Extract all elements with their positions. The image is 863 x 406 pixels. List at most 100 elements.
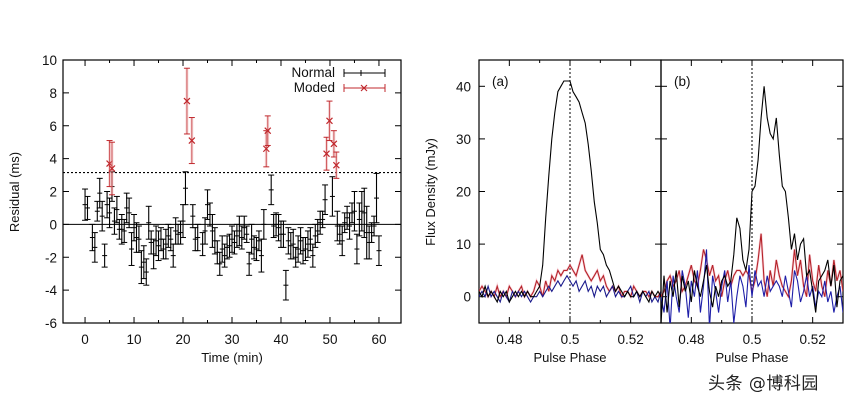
- data-point: [167, 227, 174, 252]
- data-point: [330, 130, 338, 158]
- data-point: [329, 176, 336, 217]
- x-tick-label: 0.5: [561, 332, 580, 347]
- data-point: [121, 218, 128, 243]
- legend-marker-moded: [360, 84, 368, 92]
- data-point: [332, 151, 340, 179]
- data-point: [243, 225, 250, 243]
- cross-marker: [188, 137, 196, 144]
- data-point: [226, 233, 233, 258]
- legend: Normal Moded: [291, 65, 386, 95]
- x-tick-label: 20: [175, 332, 190, 347]
- data-point: [326, 100, 333, 142]
- right-y-axis-label: Flux Density (mJy): [423, 138, 438, 246]
- data-point: [375, 235, 382, 266]
- left-reference-lines: [63, 172, 401, 225]
- panel-a-frame: [478, 59, 662, 324]
- y-tick-label: 40: [456, 79, 471, 94]
- panel-b-x-axis-label: Pulse Phase: [716, 350, 789, 365]
- left-axis-ticks: 0 10 20 30 40 50 60 -6 -4 -2 0 2 4 6 8 10: [42, 53, 401, 347]
- panel-a-label: (a): [492, 74, 509, 89]
- data-point: [188, 117, 196, 165]
- data-point: [312, 223, 319, 248]
- cross-marker: [332, 161, 340, 169]
- cross-marker: [264, 127, 272, 135]
- x-tick-label: 0.5: [743, 332, 762, 347]
- residual-plot: 0 10 20 30 40 50 60 -6 -4 -2 0 2 4 6 8 10 Time (min) Re…: [7, 53, 402, 365]
- legend-label-moded: Moded: [294, 80, 335, 95]
- pulse-profile-plots: 0.48 0.5 0.52 0 10 20 30 40 (a) Pulse Phase 0.4…: [423, 59, 844, 365]
- data-point: [361, 187, 368, 239]
- data-point: [351, 191, 358, 232]
- data-point: [162, 228, 169, 260]
- y-tick-label: 0: [49, 217, 57, 232]
- y-tick-label: 8: [49, 86, 57, 101]
- series-black-line: [479, 80, 661, 304]
- data-point: [82, 188, 89, 221]
- panel-b: 0.48 0.5 0.52 (b) Pulse Phase: [660, 59, 844, 365]
- y-tick-label: 0: [463, 290, 471, 305]
- panel-a: 0.48 0.5 0.52 0 10 20 30 40 (a) Pulse Phase: [456, 59, 662, 365]
- x-tick-label: 10: [127, 332, 142, 347]
- cross-marker: [183, 97, 191, 105]
- data-point: [251, 235, 258, 260]
- panel-a-x-axis-label: Pulse Phase: [534, 350, 607, 365]
- y-tick-label: -4: [45, 283, 57, 298]
- data-point: [91, 232, 98, 263]
- data-point: [309, 243, 316, 268]
- data-point: [280, 220, 287, 248]
- data-point: [143, 258, 150, 286]
- y-tick-label: 2: [49, 185, 57, 200]
- data-point: [99, 200, 106, 232]
- y-tick-label: -6: [45, 316, 57, 331]
- panel-a-ticks: 0.48 0.5 0.52 0 10 20 30 40: [456, 60, 661, 347]
- left-x-axis-label: Time (min): [201, 350, 263, 365]
- series-normal: [82, 171, 382, 301]
- panel-b-ticks: 0.48 0.5 0.52: [661, 60, 843, 347]
- panel-a-lines: [479, 60, 661, 323]
- series-blue-line: [661, 249, 843, 323]
- data-point: [194, 223, 201, 252]
- left-y-axis-label: Residual (ms): [7, 152, 22, 232]
- x-tick-label: 0.48: [496, 332, 522, 347]
- cross-marker: [326, 117, 333, 125]
- data-point: [264, 115, 272, 146]
- data-point: [255, 230, 262, 252]
- data-point: [101, 243, 108, 268]
- data-point: [353, 233, 360, 265]
- x-tick-label: 0.52: [800, 332, 826, 347]
- data-point: [282, 269, 289, 301]
- left-data-points: [82, 67, 382, 301]
- data-point: [339, 225, 346, 257]
- y-tick-label: 10: [42, 53, 57, 68]
- data-point: [297, 227, 304, 255]
- y-tick-label: 10: [456, 237, 471, 252]
- data-point: [182, 171, 189, 206]
- data-point: [275, 214, 282, 242]
- data-point: [183, 67, 191, 135]
- series-moded: [106, 67, 340, 196]
- y-tick-label: 30: [456, 132, 471, 147]
- cross-marker: [330, 140, 338, 148]
- x-tick-label: 50: [322, 332, 337, 347]
- x-tick-label: 60: [371, 332, 386, 347]
- y-tick-label: 6: [49, 119, 57, 134]
- data-point: [273, 212, 280, 237]
- x-tick-label: 30: [224, 332, 239, 347]
- data-point: [246, 251, 253, 276]
- data-point: [322, 184, 329, 216]
- data-point: [268, 174, 275, 206]
- watermark: 头条 @博科园: [708, 374, 819, 394]
- left-plot-frame: [62, 59, 402, 324]
- cross-marker: [262, 145, 270, 153]
- x-tick-label: 0.48: [678, 332, 704, 347]
- panel-b-label: (b): [674, 74, 691, 89]
- data-point: [138, 250, 145, 285]
- x-tick-label: 0: [81, 332, 89, 347]
- data-point: [260, 209, 267, 240]
- cross-marker: [108, 165, 116, 172]
- panel-b-lines: [661, 60, 843, 323]
- y-tick-label: 20: [456, 185, 471, 200]
- cross-marker: [323, 150, 330, 158]
- data-point: [84, 195, 91, 220]
